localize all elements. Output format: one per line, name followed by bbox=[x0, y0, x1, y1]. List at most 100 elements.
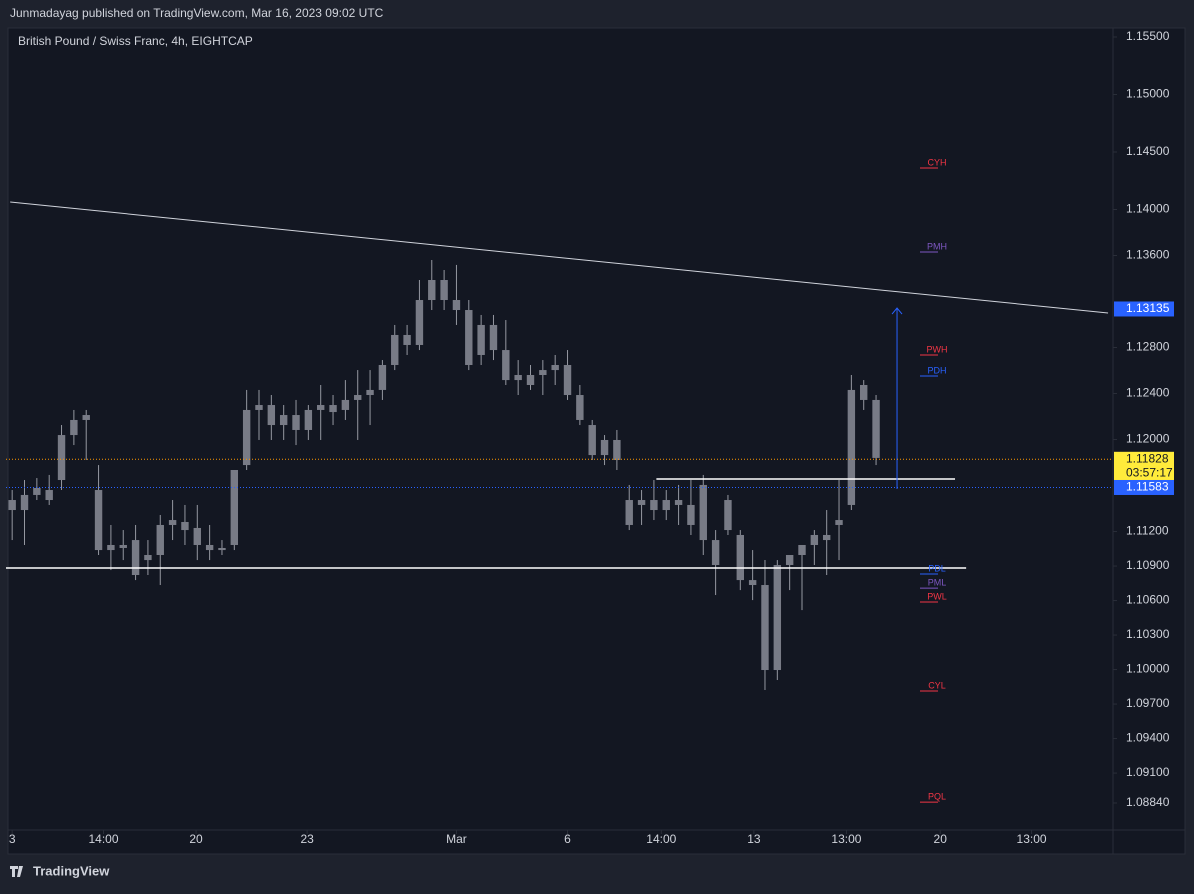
level-label: PQL bbox=[928, 791, 946, 801]
price-badge bbox=[1114, 479, 1174, 495]
y-tick-label: 1.14500 bbox=[1126, 144, 1170, 158]
level-label: PMH bbox=[927, 241, 947, 251]
level-label: CYL bbox=[928, 680, 946, 690]
candle-body bbox=[292, 415, 300, 430]
candle-body bbox=[131, 540, 140, 576]
y-tick-label: 1.10900 bbox=[1126, 558, 1170, 572]
candle-body bbox=[798, 544, 806, 555]
candle-body bbox=[366, 389, 374, 396]
brand: TradingView bbox=[33, 863, 110, 878]
y-tick-label: 1.09700 bbox=[1126, 696, 1170, 710]
candle-body bbox=[687, 504, 695, 525]
price-badge-label: 1.11828 bbox=[1126, 451, 1169, 465]
candle-body bbox=[8, 500, 16, 511]
countdown: 03:57:17 bbox=[1126, 465, 1173, 479]
candle-body bbox=[860, 385, 868, 400]
candle-body bbox=[736, 534, 744, 581]
candle-body bbox=[107, 544, 115, 551]
candle-body bbox=[674, 500, 683, 505]
candle-body bbox=[428, 279, 436, 301]
y-tick-label: 1.12800 bbox=[1126, 340, 1170, 354]
arrow-head bbox=[891, 307, 903, 315]
candle-body bbox=[539, 370, 547, 376]
candle-body bbox=[477, 324, 485, 355]
x-tick-label: Mar bbox=[446, 832, 467, 846]
y-tick-label: 1.12400 bbox=[1126, 386, 1170, 400]
y-tick-label: 1.13600 bbox=[1126, 248, 1170, 262]
x-tick-label: 20 bbox=[189, 832, 203, 846]
price-badge-label: 1.13135 bbox=[1126, 301, 1170, 315]
y-tick-label: 1.10000 bbox=[1126, 662, 1170, 676]
brand-logo bbox=[10, 866, 23, 877]
y-tick-label: 1.09400 bbox=[1126, 731, 1170, 745]
candle-body bbox=[440, 279, 448, 301]
x-tick-label: 6 bbox=[564, 832, 571, 846]
candle-body bbox=[341, 399, 350, 410]
candle-body bbox=[526, 375, 535, 386]
candle-body bbox=[267, 405, 276, 426]
x-tick-label: 14:00 bbox=[646, 832, 676, 846]
candle-body bbox=[835, 520, 843, 525]
x-tick-label: 13 bbox=[747, 832, 761, 846]
candle-body bbox=[119, 544, 127, 548]
candle-body bbox=[502, 350, 510, 381]
x-tick-label: 13:00 bbox=[1017, 832, 1047, 846]
candle-body bbox=[156, 524, 164, 555]
candle-body bbox=[810, 534, 819, 545]
candle-body bbox=[230, 470, 239, 545]
candle-body bbox=[822, 534, 831, 541]
candle-body bbox=[403, 334, 411, 345]
price-badge-label: 1.11583 bbox=[1126, 480, 1169, 494]
candle-body bbox=[354, 395, 362, 400]
candle-body bbox=[724, 500, 732, 531]
candle-body bbox=[711, 540, 720, 566]
candle-body bbox=[415, 300, 424, 345]
y-tick-label: 1.11200 bbox=[1126, 524, 1169, 538]
candle-body bbox=[218, 547, 226, 551]
candle-body bbox=[193, 527, 201, 545]
level-label: PML bbox=[928, 577, 947, 587]
x-tick-label: 23 bbox=[300, 832, 314, 846]
candle-body bbox=[637, 500, 646, 505]
y-tick-label: 1.08840 bbox=[1126, 795, 1170, 809]
y-tick-label: 1.14000 bbox=[1126, 202, 1170, 216]
candle-body bbox=[761, 585, 769, 671]
x-tick-label: 20 bbox=[934, 832, 948, 846]
x-tick-label: 3 bbox=[9, 832, 16, 846]
candle-body bbox=[872, 399, 880, 458]
candle-body bbox=[94, 490, 103, 551]
candle-body bbox=[699, 484, 707, 541]
y-tick-label: 1.15000 bbox=[1126, 87, 1170, 101]
candle-body bbox=[748, 580, 757, 586]
candle-body bbox=[662, 500, 670, 511]
candle-body bbox=[279, 415, 288, 426]
candle-body bbox=[378, 364, 387, 390]
y-tick-label: 1.10300 bbox=[1126, 627, 1170, 641]
candle-body bbox=[551, 364, 559, 371]
y-tick-label: 1.09100 bbox=[1126, 765, 1170, 779]
candle-body bbox=[168, 520, 177, 525]
chart-panel bbox=[7, 27, 1186, 855]
drawn-line bbox=[10, 201, 1109, 314]
candle-body bbox=[33, 487, 41, 495]
candle-body bbox=[514, 375, 522, 381]
candle-body bbox=[588, 425, 596, 456]
candle-body bbox=[773, 565, 782, 671]
candle-body bbox=[255, 405, 263, 410]
candle-body bbox=[70, 419, 78, 436]
candle-body bbox=[45, 490, 53, 501]
published-by: Junmadayag published on TradingView.com,… bbox=[10, 6, 384, 20]
candle-body bbox=[20, 494, 29, 511]
candle-body bbox=[847, 389, 856, 505]
price-badge bbox=[1114, 301, 1174, 317]
candle-body bbox=[650, 500, 658, 511]
candle-body bbox=[576, 395, 584, 420]
candle-body bbox=[205, 544, 214, 551]
candle-body bbox=[329, 405, 337, 413]
candle-body bbox=[613, 439, 621, 460]
level-label: PDH bbox=[927, 365, 946, 375]
candle-body bbox=[144, 554, 152, 561]
candle-body bbox=[625, 500, 633, 525]
